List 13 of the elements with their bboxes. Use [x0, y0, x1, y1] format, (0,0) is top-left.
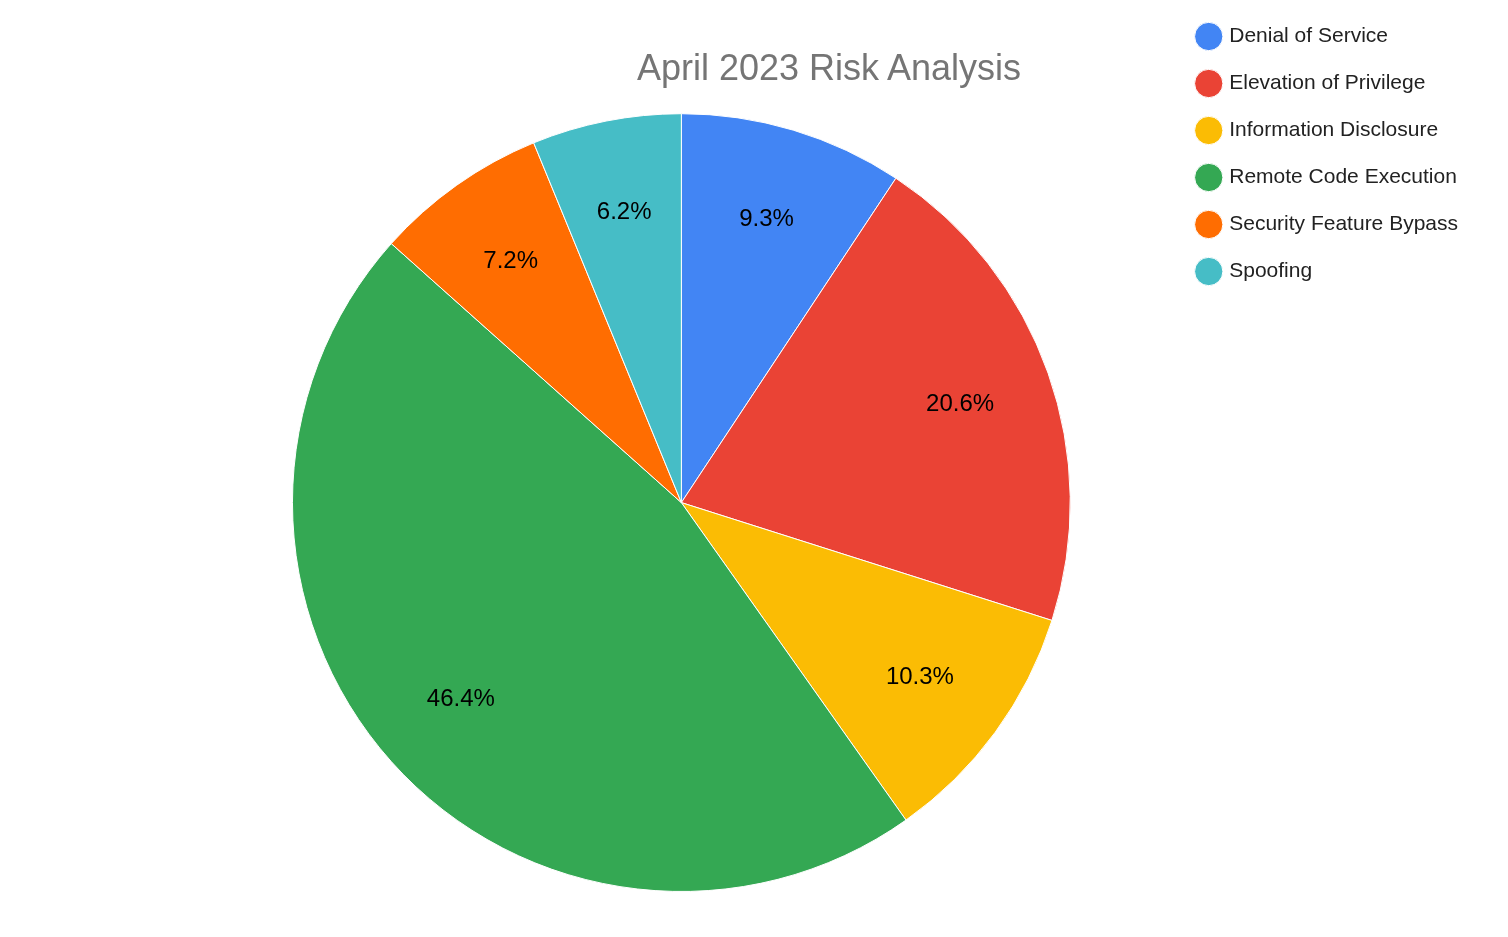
data-label: 20.6%: [926, 388, 995, 416]
text: April 2023 Risk Analysis: [636, 46, 1022, 88]
legend-label: Remote Code Execution: [1229, 164, 1457, 188]
legend-label: Spoofing: [1229, 258, 1313, 282]
legend-label: Information Disclosure: [1229, 117, 1439, 141]
legend-label: Security Feature Bypass: [1229, 211, 1458, 235]
data-label: 6.2%: [596, 197, 652, 225]
data-label: 9.3%: [739, 204, 794, 232]
data-label: 7.2%: [483, 245, 539, 273]
data-label: 46.4%: [426, 684, 495, 712]
legend-label: Denial of Service: [1229, 23, 1388, 47]
data-label: 10.3%: [885, 661, 954, 689]
legend-label: Elevation of Privilege: [1229, 70, 1426, 94]
